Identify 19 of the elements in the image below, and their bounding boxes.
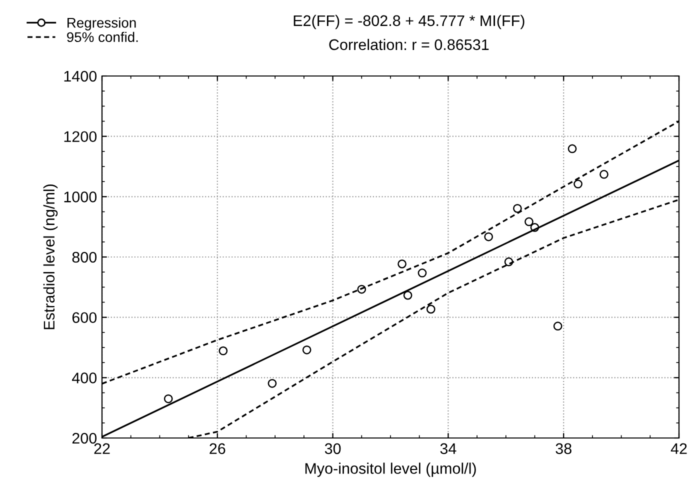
text: E2(FF) = -802.8 + 45.777 * MI(FF) [294, 14, 524, 30]
text: Correlation: r = 0.86531 [329, 38, 489, 50]
y-tick-label: 1200 [64, 131, 97, 142]
x-tick-label: 22 [94, 443, 110, 454]
x-tick-label: 34 [440, 443, 456, 454]
x-tick-label: 26 [210, 443, 226, 454]
legend-label: 95% confid. [67, 32, 138, 42]
y-tick-label: 200 [72, 432, 97, 444]
y-tick-label: 800 [72, 252, 97, 263]
legend-label: Regression [68, 18, 136, 30]
x-axis-title: Myo-inositol level (µmol/l) [305, 462, 476, 477]
y-tick-label: 600 [72, 312, 97, 324]
x-tick-label: 38 [556, 443, 572, 454]
x-tick-label: 42 [670, 443, 687, 454]
y-tick-label: 400 [72, 372, 97, 384]
y-tick-label: 1400 [64, 70, 97, 82]
y-tick-label: 1000 [64, 192, 97, 202]
x-tick-label: 30 [324, 443, 341, 454]
y-axis-title: Estradiol level (ng/ml) [43, 184, 58, 330]
